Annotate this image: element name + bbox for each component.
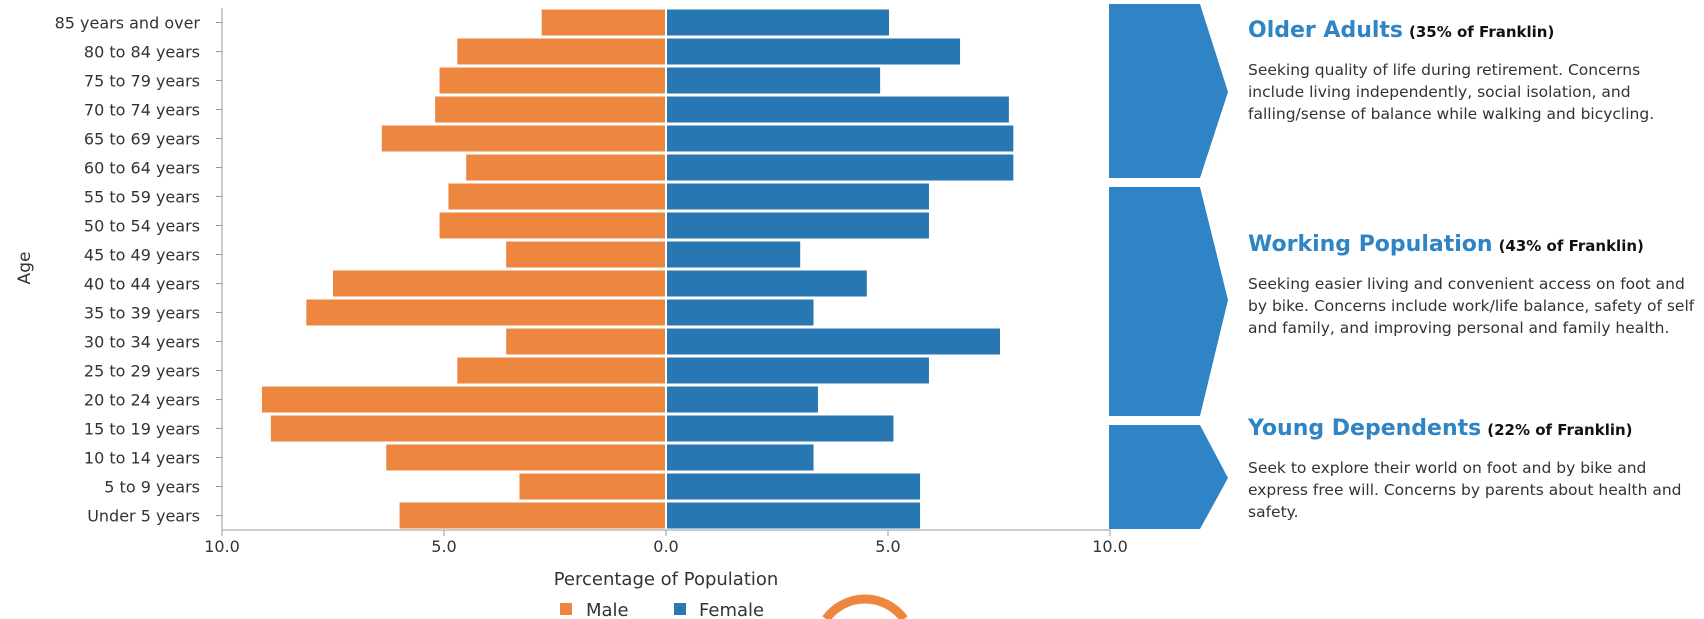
legend-label-male: Male <box>586 600 629 619</box>
male-bar <box>457 38 666 65</box>
male-bar <box>439 212 666 239</box>
category-label: 5 to 9 years <box>104 478 200 497</box>
category-label: 80 to 84 years <box>84 43 200 62</box>
x-axis: 10.0 5.0 0.0 5.0 10.0 <box>204 529 1128 556</box>
segment-percentage: (43% of Franklin) <box>1498 237 1644 255</box>
segment-title-older-adults: Older Adults (35% of Franklin) <box>1248 18 1554 43</box>
segment-name: Older Adults <box>1248 18 1404 43</box>
male-bar <box>270 415 666 442</box>
category-label: 20 to 24 years <box>84 391 200 410</box>
x-tick-label: 10.0 <box>1092 537 1128 556</box>
segment-title-young-dependents: Young Dependents (22% of Franklin) <box>1248 416 1633 441</box>
female-bar <box>667 241 801 268</box>
x-tick-label: 5.0 <box>431 537 456 556</box>
category-label: 45 to 49 years <box>84 246 200 265</box>
male-bar <box>506 328 666 355</box>
female-bar <box>667 212 929 239</box>
category-label: 10 to 14 years <box>84 449 200 468</box>
legend-label-female: Female <box>699 600 764 619</box>
female-bars <box>667 9 1014 529</box>
male-bars <box>261 9 666 529</box>
female-bar <box>667 328 1000 355</box>
segment-name: Young Dependents <box>1248 416 1482 441</box>
female-bar <box>667 415 894 442</box>
decorative-ring <box>822 594 908 619</box>
chevron-older-adults <box>1109 4 1228 178</box>
segment-percentage: (35% of Franklin) <box>1409 23 1555 41</box>
category-label: 70 to 74 years <box>84 101 200 120</box>
category-label: 35 to 39 years <box>84 304 200 323</box>
category-label: 75 to 79 years <box>84 72 200 91</box>
female-bar <box>667 502 921 529</box>
category-label: Under 5 years <box>87 507 200 526</box>
segment-description-working-population: Seeking easier living and convenient acc… <box>1248 275 1695 337</box>
female-bar <box>667 473 921 500</box>
category-label: 15 to 19 years <box>84 420 200 439</box>
y-axis <box>216 8 667 530</box>
age-category-labels: 85 years and over 80 to 84 years 75 to 79 … <box>55 14 201 526</box>
y-axis-label: Age <box>15 252 35 285</box>
male-bar <box>399 502 666 529</box>
female-bar <box>667 444 814 471</box>
female-bar <box>667 299 814 326</box>
female-bar <box>667 183 929 210</box>
male-bar <box>457 357 666 384</box>
male-bar <box>439 67 666 94</box>
male-bar <box>386 444 666 471</box>
male-bar <box>435 96 666 123</box>
male-bar <box>448 183 666 210</box>
male-bar <box>306 299 666 326</box>
category-label: 50 to 54 years <box>84 217 200 236</box>
segment-name: Working Population <box>1248 232 1493 257</box>
male-bar <box>261 386 666 413</box>
female-bar <box>667 357 929 384</box>
x-tick-label: 10.0 <box>204 537 240 556</box>
female-bar <box>667 67 881 94</box>
chevron-working-population <box>1109 187 1228 416</box>
male-bar <box>506 241 666 268</box>
legend: Male Female <box>560 600 764 619</box>
category-label: 85 years and over <box>55 14 201 33</box>
x-axis-label: Percentage of Population <box>554 569 779 590</box>
category-label: 25 to 29 years <box>84 362 200 381</box>
segment-percentage: (22% of Franklin) <box>1487 421 1633 439</box>
segment-description-older-adults: Seeking quality of life during retiremen… <box>1248 61 1655 123</box>
male-bar <box>333 270 666 297</box>
female-bar <box>667 386 818 413</box>
segment-title-working-population: Working Population (43% of Franklin) <box>1248 232 1644 257</box>
legend-swatch-female <box>674 603 686 615</box>
male-bar <box>541 9 666 36</box>
legend-swatch-male <box>560 603 572 615</box>
category-label: 55 to 59 years <box>84 188 200 207</box>
segment-description-young-dependents: Seek to explore their world on foot and … <box>1248 459 1682 521</box>
category-label: 60 to 64 years <box>84 159 200 178</box>
segment-chevrons <box>1109 4 1228 529</box>
category-label: 40 to 44 years <box>84 275 200 294</box>
category-label: 65 to 69 years <box>84 130 200 149</box>
male-bar <box>519 473 666 500</box>
x-tick-label: 0.0 <box>653 537 678 556</box>
chevron-young-dependents <box>1109 425 1228 529</box>
male-bar <box>381 125 666 152</box>
female-bar <box>667 270 867 297</box>
x-tick-label: 5.0 <box>875 537 900 556</box>
female-bar <box>667 154 1014 181</box>
male-bar <box>466 154 666 181</box>
female-bar <box>667 9 889 36</box>
female-bar <box>667 38 961 65</box>
female-bar <box>667 96 1009 123</box>
category-label: 30 to 34 years <box>84 333 200 352</box>
female-bar <box>667 125 1014 152</box>
